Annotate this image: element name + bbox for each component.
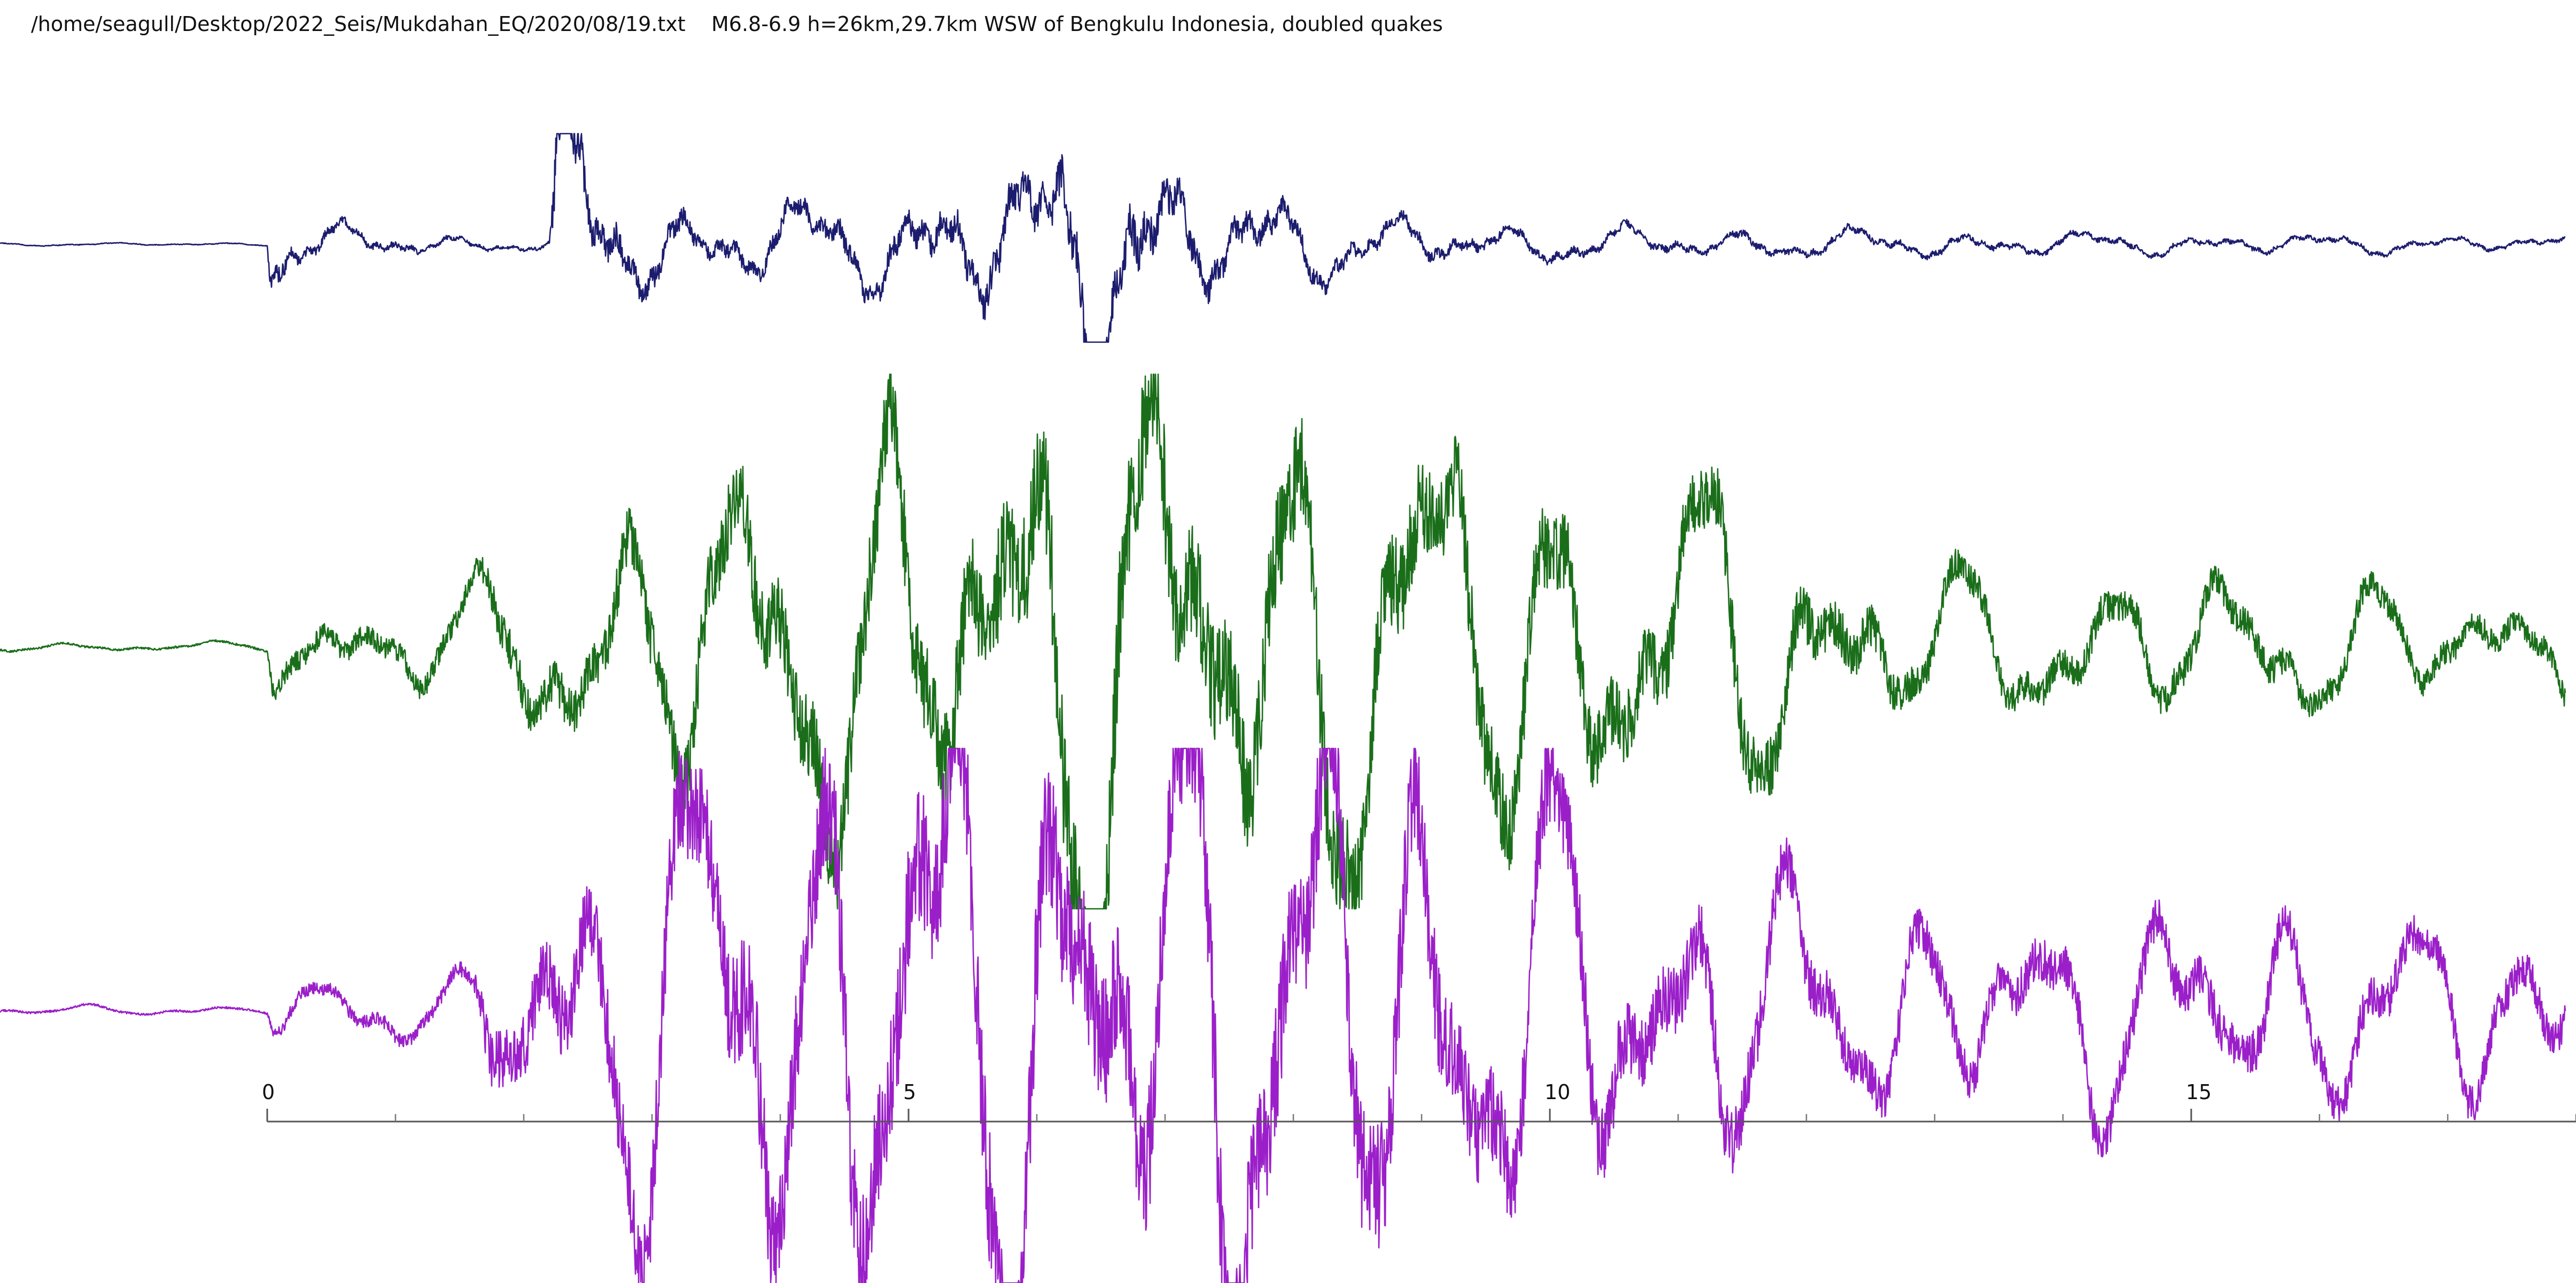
waveform-trace-1 — [0, 133, 2566, 343]
file-path: /home/seagull/Desktop/2022_Seis/Mukdahan… — [31, 12, 686, 36]
trace-group — [0, 133, 2566, 1283]
tick-label: 0 — [262, 1080, 275, 1104]
tick-label: 5 — [903, 1080, 916, 1104]
waveform-trace-3 — [0, 747, 2566, 1283]
tick-label: 15 — [2186, 1080, 2212, 1104]
tick-label: 10 — [1545, 1080, 1570, 1104]
waveform-trace-2 — [0, 373, 2566, 910]
event-description: M6.8-6.9 h=26km,29.7km WSW of Bengkulu I… — [711, 12, 1443, 36]
window-title: /home/seagull/Desktop/2022_Seis/Mukdahan… — [31, 9, 1443, 40]
time-axis: 0 5 10 15 — [262, 1080, 2576, 1123]
